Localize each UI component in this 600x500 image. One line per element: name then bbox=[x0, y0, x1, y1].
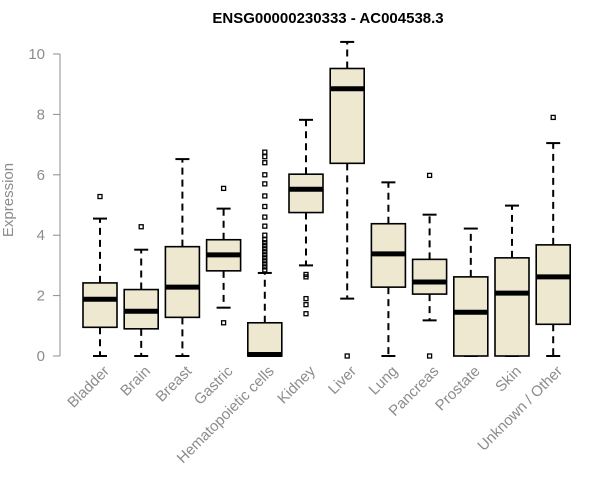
iqr-box bbox=[452, 276, 489, 357]
y-tick-label: 0 bbox=[37, 348, 45, 365]
outlier-point bbox=[220, 320, 227, 326]
y-tick-label: 8 bbox=[37, 106, 45, 123]
outlier-point bbox=[262, 237, 268, 243]
outlier-point bbox=[262, 154, 268, 160]
outlier-point bbox=[303, 302, 309, 308]
outlier-point bbox=[138, 224, 144, 230]
box-liver bbox=[329, 40, 366, 359]
x-tick-label: Lung bbox=[366, 363, 402, 399]
x-tick-label: Liver bbox=[325, 363, 360, 398]
outlier-point bbox=[262, 223, 268, 229]
outlier-point bbox=[262, 193, 268, 199]
outlier-point bbox=[262, 149, 268, 155]
outlier-point bbox=[426, 353, 433, 359]
outlier-point bbox=[262, 203, 268, 210]
outlier-point bbox=[550, 114, 556, 121]
outlier-point bbox=[262, 232, 268, 238]
outlier-point bbox=[262, 267, 268, 273]
iqr-box bbox=[288, 173, 324, 214]
outlier-point bbox=[303, 311, 309, 317]
y-tick-label: 10 bbox=[28, 46, 45, 63]
x-tick-label: Brain bbox=[117, 363, 154, 400]
x-tick-label: Prostate bbox=[432, 363, 484, 415]
outlier-point bbox=[303, 274, 309, 280]
box-breast bbox=[164, 158, 201, 357]
outlier-point bbox=[262, 160, 268, 166]
outlier-point bbox=[220, 185, 227, 192]
outlier-point bbox=[262, 258, 268, 264]
outlier-point bbox=[97, 193, 103, 200]
iqr-box bbox=[329, 67, 366, 165]
x-tick-label: Bladder bbox=[64, 363, 113, 412]
outlier-point bbox=[262, 252, 268, 258]
box-prostate bbox=[452, 227, 489, 357]
box-unknown-other bbox=[535, 114, 572, 357]
y-axis-label: Expression bbox=[0, 163, 17, 237]
x-tick-label: Skin bbox=[492, 363, 525, 396]
outlier-point bbox=[262, 261, 268, 267]
plot-area bbox=[82, 40, 572, 359]
y-tick-label: 4 bbox=[37, 227, 45, 244]
iqr-box bbox=[247, 321, 283, 357]
outlier-point bbox=[262, 264, 268, 270]
box-kidney bbox=[288, 118, 324, 317]
outlier-point bbox=[262, 255, 268, 261]
iqr-box bbox=[494, 257, 530, 357]
outlier-point bbox=[262, 172, 268, 178]
iqr-box bbox=[411, 258, 448, 295]
outlier-point bbox=[262, 181, 268, 187]
x-tick-label: Breast bbox=[153, 362, 196, 405]
y-tick-label: 6 bbox=[37, 167, 45, 184]
box-gastric bbox=[205, 185, 242, 326]
y-tick-label: 2 bbox=[37, 288, 45, 305]
box-pancreas bbox=[411, 172, 448, 359]
box-lung bbox=[370, 181, 407, 357]
chart-title: ENSG00000230333 - AC004538.3 bbox=[212, 10, 443, 27]
outlier-point bbox=[262, 249, 268, 255]
outlier-point bbox=[262, 246, 268, 252]
x-tick-label: Kidney bbox=[274, 362, 319, 407]
iqr-box bbox=[535, 244, 572, 326]
box-brain bbox=[123, 224, 159, 357]
outlier-point bbox=[344, 353, 350, 359]
outlier-point bbox=[262, 240, 268, 246]
box-bladder bbox=[82, 193, 118, 357]
iqr-box bbox=[164, 245, 201, 319]
outlier-point bbox=[426, 172, 433, 179]
outlier-point bbox=[262, 214, 268, 220]
box-hematopoietic-cells bbox=[247, 149, 283, 357]
y-axis: 0 2 4 6 8 10 bbox=[28, 46, 61, 365]
outlier-point bbox=[262, 243, 268, 249]
outlier-point bbox=[303, 295, 309, 302]
iqr-box bbox=[82, 282, 118, 329]
box-skin bbox=[494, 204, 530, 357]
